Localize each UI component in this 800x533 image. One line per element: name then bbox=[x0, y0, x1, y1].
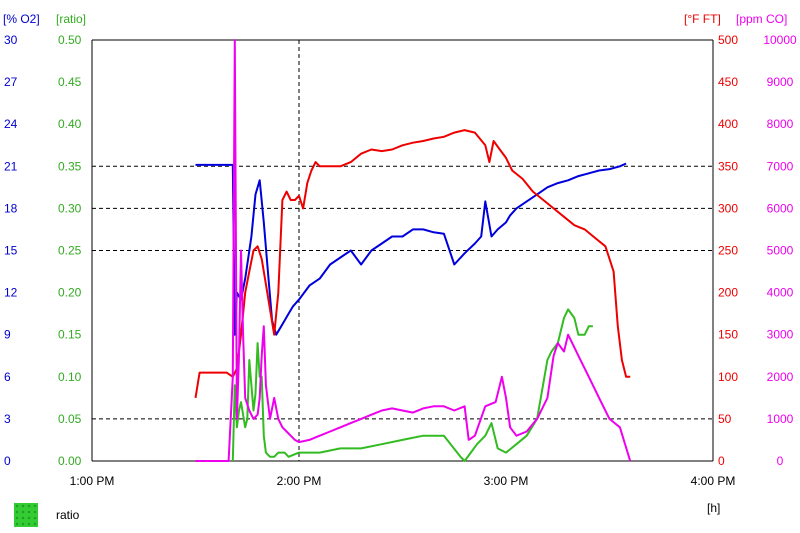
legend-swatch-ratio bbox=[14, 503, 38, 527]
axis-title: [ppm CO] bbox=[736, 12, 787, 26]
series-line-ppmco bbox=[195, 39, 632, 462]
axis-tick-label: 4000 bbox=[767, 286, 794, 300]
x-axis-unit: [h] bbox=[707, 501, 720, 515]
x-tick-label: 1:00 PM bbox=[70, 474, 115, 488]
axis-tick-label: 0 bbox=[718, 454, 725, 468]
axis-tick-label: 9 bbox=[4, 328, 11, 342]
axis-tick-label: 400 bbox=[718, 117, 738, 131]
axis-tick-label: 0.30 bbox=[58, 201, 82, 215]
axis-tick-label: 200 bbox=[718, 286, 738, 300]
series-line-fft bbox=[194, 129, 631, 399]
legend: ratio bbox=[14, 503, 79, 527]
axis-tick-label: 6 bbox=[4, 370, 11, 384]
axis-tick-label: 5000 bbox=[767, 244, 794, 258]
axis-title: [°F FT] bbox=[684, 12, 721, 26]
axis-title: [% O2] bbox=[3, 12, 40, 26]
axis-title: [ratio] bbox=[56, 12, 86, 26]
axis-tick-label: 30 bbox=[4, 33, 18, 47]
legend-label: ratio bbox=[56, 508, 80, 522]
axis-tick-label: 10000 bbox=[763, 33, 797, 47]
axis-tick-label: 450 bbox=[718, 75, 738, 89]
axis-tick-label: 0.05 bbox=[58, 412, 82, 426]
x-tick-label: 4:00 PM bbox=[691, 474, 736, 488]
axis-tick-label: 9000 bbox=[767, 75, 794, 89]
x-tick-label: 2:00 PM bbox=[277, 474, 322, 488]
axis-tick-label: 18 bbox=[4, 201, 18, 215]
series-line-o2 bbox=[195, 162, 627, 336]
axis-tick-label: 0.40 bbox=[58, 117, 82, 131]
axis-tick-label: 3 bbox=[4, 412, 11, 426]
axis-tick-label: 27 bbox=[4, 75, 18, 89]
axis-tick-label: 150 bbox=[718, 328, 738, 342]
axis-tick-label: 0.50 bbox=[58, 33, 82, 47]
axis-tick-label: 0 bbox=[4, 454, 11, 468]
axis-tick-label: 0.00 bbox=[58, 454, 82, 468]
axis-tick-label: 100 bbox=[718, 370, 738, 384]
axis-tick-label: 21 bbox=[4, 159, 18, 173]
axis-tick-label: 0 bbox=[777, 454, 784, 468]
x-tick-label: 3:00 PM bbox=[484, 474, 529, 488]
axis-tick-label: 1000 bbox=[767, 412, 794, 426]
axis-tick-label: 0.20 bbox=[58, 286, 82, 300]
axis-tick-label: 3000 bbox=[767, 328, 794, 342]
axis-tick-label: 500 bbox=[718, 33, 738, 47]
axis-tick-label: 15 bbox=[4, 244, 18, 258]
axis-tick-label: 8000 bbox=[767, 117, 794, 131]
series-line-ratio bbox=[231, 308, 593, 462]
axis-tick-label: 0.45 bbox=[58, 75, 82, 89]
axis-tick-label: 24 bbox=[4, 117, 18, 131]
axis-tick-label: 2000 bbox=[767, 370, 794, 384]
axis-tick-label: 7000 bbox=[767, 159, 794, 173]
axis-tick-label: 6000 bbox=[767, 201, 794, 215]
axis-tick-label: 0.15 bbox=[58, 328, 82, 342]
axis-tick-label: 0.35 bbox=[58, 159, 82, 173]
axis-tick-label: 350 bbox=[718, 159, 738, 173]
axis-tick-label: 50 bbox=[718, 412, 732, 426]
axis-tick-label: 0.10 bbox=[58, 370, 82, 384]
axis-tick-label: 300 bbox=[718, 201, 738, 215]
axis-tick-label: 12 bbox=[4, 286, 18, 300]
axis-tick-label: 0.25 bbox=[58, 244, 82, 258]
axis-tick-label: 250 bbox=[718, 244, 738, 258]
